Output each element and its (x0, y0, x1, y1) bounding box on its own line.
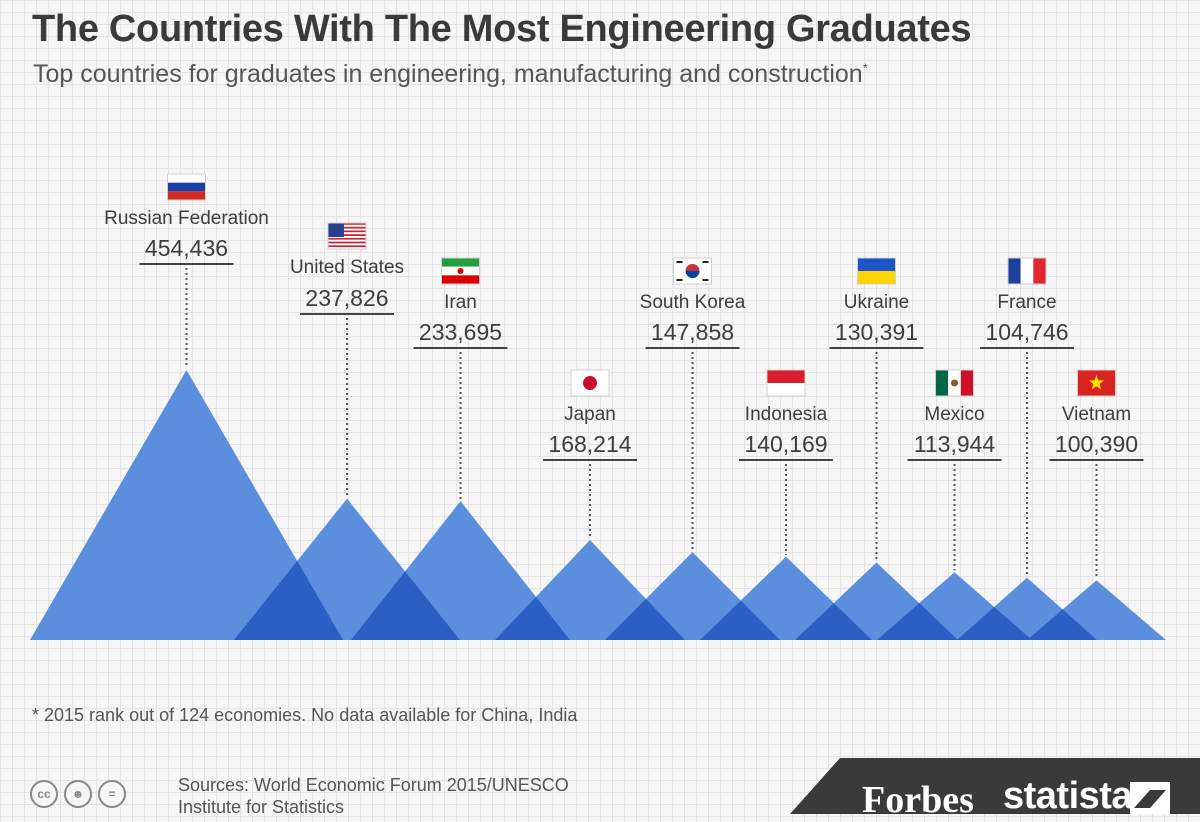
france-flag-icon (1007, 257, 1047, 285)
overlap-layer (234, 560, 1097, 640)
value-label-south-korea: 147,858 (651, 319, 734, 345)
forbes-logo[interactable]: Forbes (862, 779, 974, 821)
leader-line-layer (185, 268, 1098, 579)
mexico-flag-icon (935, 369, 974, 397)
value-label-mexico: 113,944 (914, 431, 996, 457)
footnote: * 2015 rank out of 124 economies. No dat… (32, 705, 578, 725)
country-label-france: France (997, 292, 1056, 313)
country-label-russian-federation: Russian Federation (104, 208, 269, 229)
chart-title: The Countries With The Most Engineering … (32, 8, 972, 50)
overlap-region (957, 606, 1032, 640)
value-label-iran: 233,695 (419, 319, 502, 345)
overlap-region (351, 571, 460, 640)
country-label-mexico: Mexico (924, 404, 984, 425)
overlap-region (795, 603, 872, 640)
country-label-south-korea: South Korea (640, 292, 746, 313)
south-korea-flag-icon (673, 257, 712, 285)
no-derivatives-icon[interactable]: = (98, 780, 126, 808)
overlap-region (605, 598, 685, 640)
subtitle-text: Top countries for graduates in engineeri… (33, 60, 863, 88)
value-label-vietnam: 100,390 (1055, 431, 1138, 457)
vietnam-flag-icon (1077, 369, 1116, 397)
brand-band-shape (790, 758, 1200, 814)
usa-flag-icon (327, 222, 367, 250)
value-label-ukraine: 130,391 (835, 319, 918, 345)
russia-flag-icon (167, 173, 206, 201)
statista-logo-icon[interactable] (1130, 782, 1170, 814)
sources-line-1: Sources: World Economic Forum 2015/UNESC… (178, 775, 569, 795)
label-layer: Russian Federation 454,436 United States 23… (104, 173, 1144, 461)
country-label-japan: Japan (564, 404, 616, 425)
indonesia-flag-icon (766, 369, 806, 397)
chart-subtitle: Top countries for graduates in engineeri… (33, 60, 868, 89)
value-label-united-states: 237,826 (305, 285, 388, 311)
subtitle-footnote-mark: * (862, 60, 868, 76)
sources: Sources: World Economic Forum 2015/UNESC… (178, 774, 698, 818)
overlap-region (1027, 609, 1097, 640)
overlap-region (234, 560, 343, 640)
cc-icon[interactable]: cc (30, 780, 58, 808)
country-label-vietnam: Vietnam (1062, 404, 1131, 425)
attribution-icon[interactable]: ☻ (64, 780, 92, 808)
overlap-region (495, 596, 570, 640)
country-label-iran: Iran (444, 292, 477, 313)
ukraine-flag-icon (857, 257, 896, 285)
iran-flag-icon (441, 257, 480, 285)
value-label-russian-federation: 454,436 (145, 235, 228, 261)
mountain-chart: Russian Federation 454,436 United States 23… (30, 173, 1166, 640)
value-label-japan: 168,214 (548, 431, 631, 457)
value-label-france: 104,746 (985, 319, 1068, 345)
value-label-indonesia: 140,169 (744, 431, 827, 457)
statista-logo-text[interactable]: statista (1003, 775, 1133, 817)
overlap-region (877, 603, 958, 640)
triangle-russian-federation (30, 370, 343, 640)
country-label-united-states: United States (290, 257, 404, 278)
overlap-region (700, 600, 780, 640)
sources-line-2: Institute for Statistics (178, 797, 345, 817)
japan-flag-icon (570, 369, 610, 397)
license-icons: cc ☻ = (30, 780, 126, 808)
country-label-ukraine: Ukraine (844, 292, 909, 313)
country-label-indonesia: Indonesia (745, 404, 828, 425)
